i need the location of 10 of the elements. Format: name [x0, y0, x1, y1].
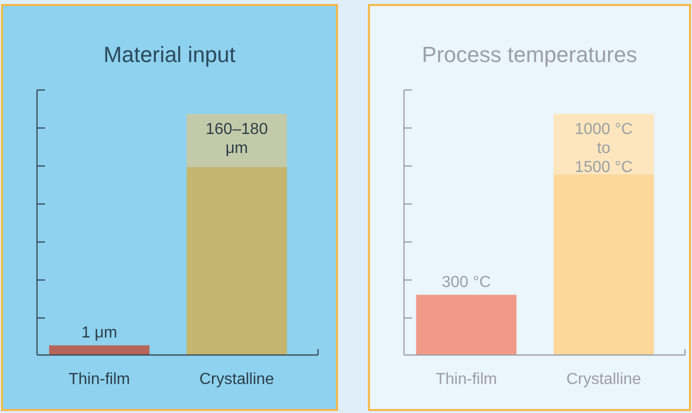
x-tick-label: Thin-film: [68, 371, 130, 388]
chart-title: Process temperatures: [422, 42, 638, 67]
annotation: 160–180 μm: [206, 121, 268, 157]
annotation: 1 μm: [81, 324, 118, 342]
annotation: 300 °C: [442, 274, 491, 291]
x-tick-label: Thin-film: [436, 371, 497, 388]
x-tick-label: Crystalline: [199, 371, 274, 388]
annotation: 1000 °C to 1500 °C: [574, 121, 633, 176]
chart-title: Material input: [103, 42, 236, 67]
x-tick-label: Crystalline: [566, 371, 642, 388]
